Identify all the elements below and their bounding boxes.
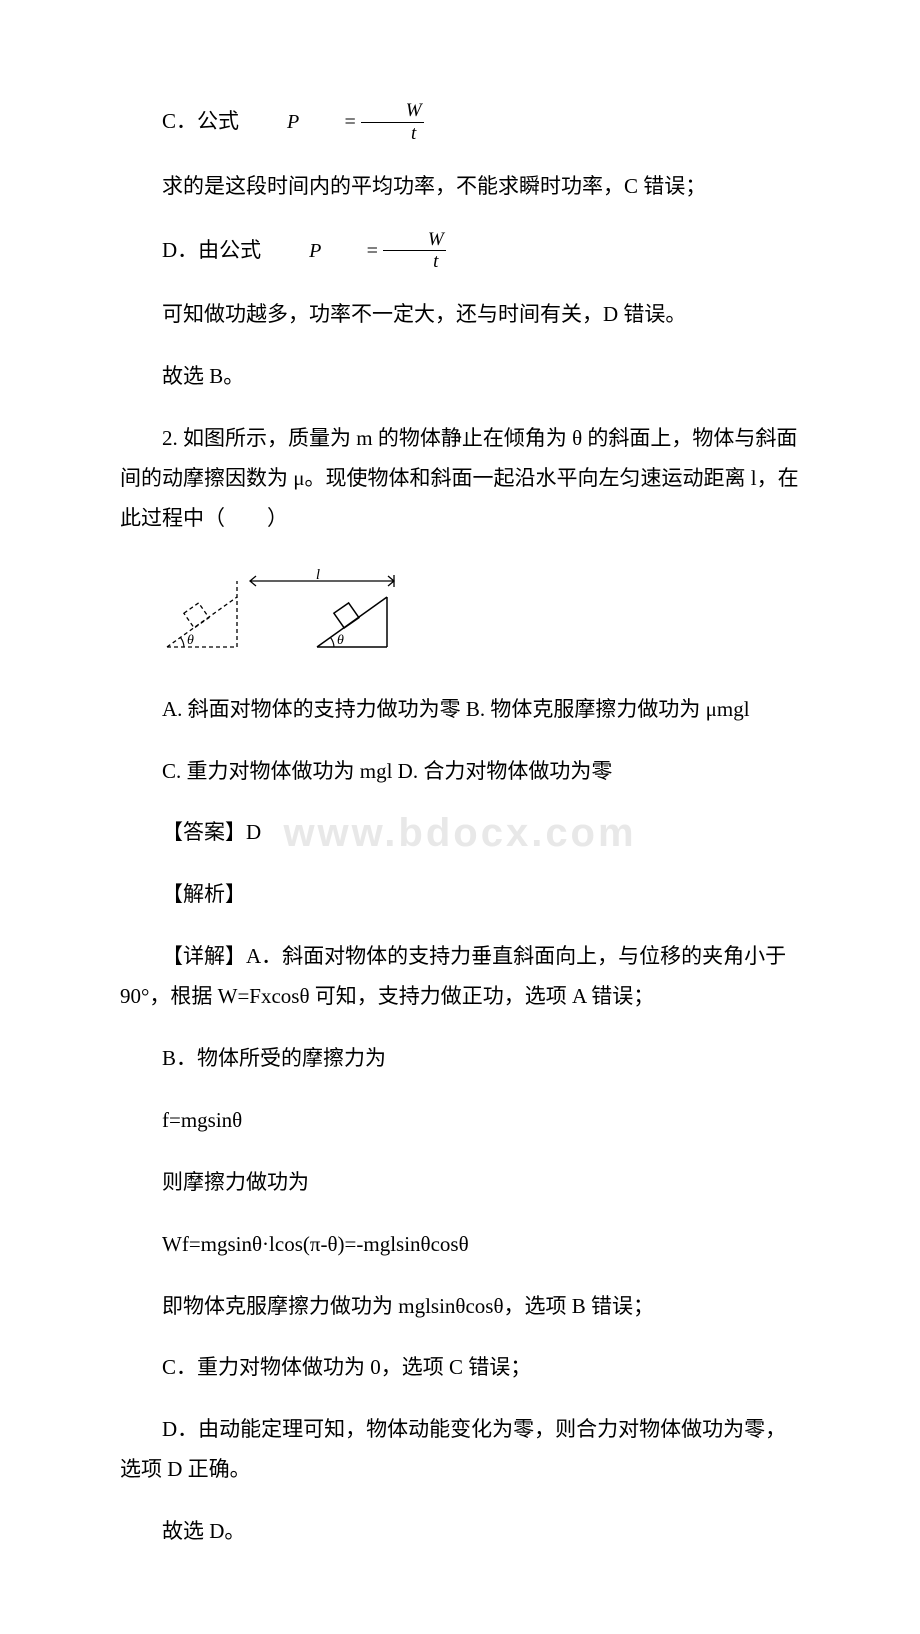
options-ab: A. 斜面对物体的支持力做功为零 B. 物体克服摩擦力做功为 μmgl <box>120 690 800 730</box>
option-c-formula-line: C．公式 P = W t <box>120 100 800 145</box>
detail-c: C．重力对物体做功为 0，选项 C 错误； <box>120 1348 800 1388</box>
options-cd: C. 重力对物体做功为 mgl D. 合力对物体做功为零 <box>120 752 800 792</box>
choose-b: 故选 B。 <box>120 357 800 397</box>
option-d-label: D．由公式 <box>120 231 261 271</box>
detail-b-eq1: f=mgsinθ <box>120 1101 800 1141</box>
formula-numerator: W <box>361 100 425 122</box>
formula-denominator-2: t <box>383 250 446 273</box>
analysis: 【解析】 <box>120 875 800 915</box>
detail-a: 【详解】A．斜面对物体的支持力垂直斜面向上，与位移的夹角小于 90°，根据 W=… <box>120 937 800 1017</box>
detail-b-eq2: Wf=mgsinθ·lcos(π-θ)=-mglsinθcosθ <box>120 1225 800 1265</box>
svg-text:l: l <box>316 569 320 583</box>
formula-denominator: t <box>361 122 424 145</box>
formula-fraction: W t <box>361 100 425 145</box>
option-d-formula-line: D．由公式 P = W t <box>120 229 800 274</box>
answer: 【答案】D <box>120 813 800 853</box>
formula-eq: = <box>301 103 357 141</box>
formula-fraction-2: W t <box>383 229 447 274</box>
formula-p: P <box>245 103 299 141</box>
choose-d: 故选 D。 <box>120 1512 800 1552</box>
incline-diagram: θ θ l <box>162 569 422 654</box>
option-c-explain: 求的是这段时间内的平均功率，不能求瞬时功率，C 错误； <box>120 167 800 207</box>
detail-b3: 即物体克服摩擦力做功为 mglsinθcosθ，选项 B 错误； <box>120 1287 800 1327</box>
detail-d: D．由动能定理可知，物体动能变化为零，则合力对物体做功为零，选项 D 正确。 <box>120 1410 800 1490</box>
svg-text:θ: θ <box>337 633 344 648</box>
q2-stem: 2. 如图所示，质量为 m 的物体静止在倾角为 θ 的斜面上，物体与斜面间的动摩… <box>120 419 800 539</box>
detail-b2: 则摩擦力做功为 <box>120 1163 800 1203</box>
formula-eq-2: = <box>323 232 379 270</box>
option-c-label: C．公式 <box>120 102 239 142</box>
formula-numerator-2: W <box>383 229 447 251</box>
detail-b1: B．物体所受的摩擦力为 <box>120 1039 800 1079</box>
formula-p-2: P <box>267 232 321 270</box>
svg-text:θ: θ <box>187 633 194 648</box>
option-d-explain: 可知做功越多，功率不一定大，还与时间有关，D 错误。 <box>120 295 800 335</box>
